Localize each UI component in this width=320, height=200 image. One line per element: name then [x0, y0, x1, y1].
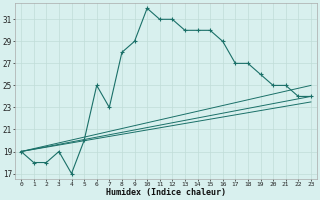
X-axis label: Humidex (Indice chaleur): Humidex (Indice chaleur): [106, 188, 226, 197]
